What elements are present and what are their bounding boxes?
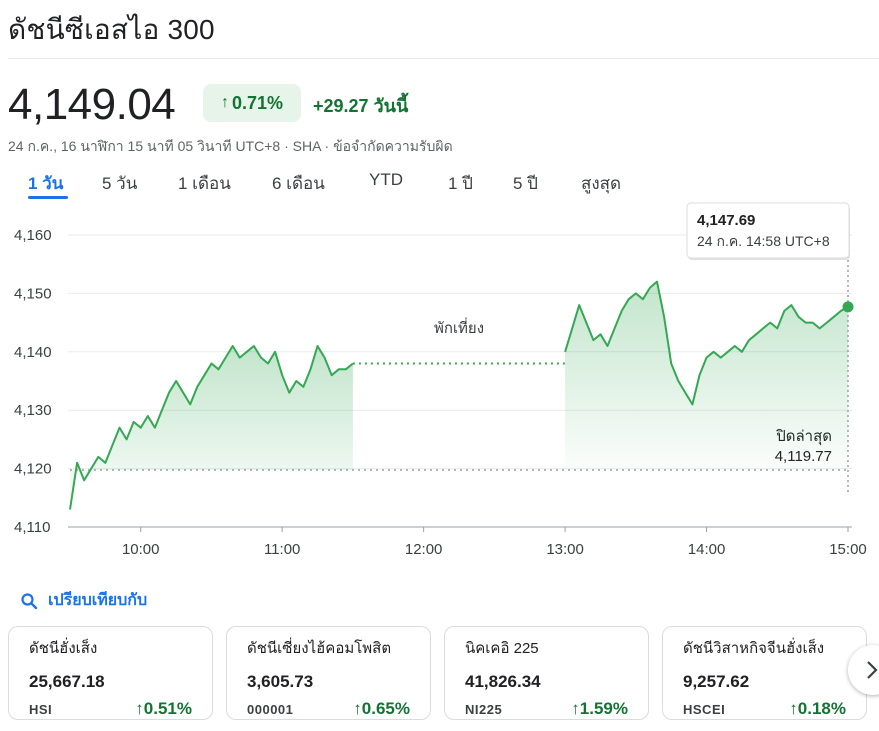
card-symbol: HSCEI bbox=[683, 701, 726, 717]
compare-card-hsi[interactable]: ดัชนีฮั่งเส็ง 25,667.18 HSI ↑0.51% bbox=[8, 626, 213, 720]
card-symbol: HSI bbox=[29, 701, 53, 717]
card-change-value: 0.18% bbox=[797, 699, 846, 718]
compare-card-nikkei[interactable]: นิคเคอิ 225 41,826.34 NI225 ↑1.59% bbox=[444, 626, 649, 720]
change-percent: 0.71% bbox=[231, 92, 284, 113]
card-change-value: 1.59% bbox=[579, 699, 628, 718]
card-name: ดัชนีฮั่งเส็ง bbox=[29, 640, 98, 657]
tab-5-days[interactable]: 5 วัน bbox=[102, 174, 138, 193]
x-tick-label: 15:00 bbox=[829, 541, 867, 558]
compare-card-hscei[interactable]: ดัชนีวิสาหกิจจีนฮั่งเส็ง 9,257.62 HSCEI … bbox=[662, 626, 867, 720]
card-name: นิคเคอิ 225 bbox=[465, 640, 539, 657]
card-name: ดัชนีเซี่ยงไฮ้คอมโพสิต bbox=[247, 640, 392, 657]
tab-max[interactable]: สูงสุด bbox=[581, 174, 622, 193]
tab-1-month[interactable]: 1 เดือน bbox=[178, 174, 231, 193]
range-tabs: 1 วัน 5 วัน 1 เดือน 6 เดือน YTD 1 ปี 5 ป… bbox=[8, 170, 708, 200]
y-tick-label: 4,110 bbox=[14, 519, 50, 536]
card-symbol: NI225 bbox=[465, 701, 503, 717]
tooltip-value: 4,147.69 bbox=[697, 212, 755, 229]
up-arrow-icon: ↑ bbox=[135, 699, 144, 718]
price-meta: 24 ก.ค., 16 นาฬิกา 15 นาที 05 วินาที UTC… bbox=[8, 138, 453, 154]
afternoon-series-line bbox=[564, 280, 849, 406]
chevron-right-icon bbox=[867, 661, 878, 679]
compare-button[interactable]: เปรียบเทียบกับ bbox=[20, 588, 147, 613]
change-amount: +29.27 วันนี้ bbox=[313, 96, 409, 116]
price-chart[interactable]: 4,160 4,150 4,140 4,130 4,120 4,110 10:00 11:00… bbox=[0, 200, 879, 570]
up-arrow-icon: ↑ bbox=[571, 699, 580, 718]
y-tick-label: 4,130 bbox=[14, 402, 52, 419]
page-title: ดัชนีซีเอสไอ 300 bbox=[8, 14, 215, 45]
card-change: ↑0.51% bbox=[135, 699, 192, 719]
up-arrow-icon: ↑ bbox=[220, 94, 229, 111]
afternoon-series-area bbox=[565, 281, 848, 470]
tab-6-months[interactable]: 6 เดือน bbox=[272, 174, 325, 193]
y-tick-label: 4,160 bbox=[14, 227, 52, 244]
tooltip-time: 24 ก.ค. 14:58 UTC+8 bbox=[697, 233, 830, 249]
card-value: 25,667.18 bbox=[29, 672, 105, 691]
card-change: ↑0.65% bbox=[353, 699, 410, 719]
tooltip-box bbox=[686, 202, 850, 259]
card-value: 41,826.34 bbox=[465, 672, 541, 691]
card-change-value: 0.51% bbox=[143, 699, 192, 718]
x-tick-label: 13:00 bbox=[546, 541, 584, 558]
change-percent-badge: ↑ 0.71% bbox=[203, 84, 301, 122]
y-tick-label: 4,140 bbox=[14, 344, 52, 361]
compare-label: เปรียบเทียบกับ bbox=[48, 592, 148, 609]
y-tick-label: 4,150 bbox=[14, 285, 52, 302]
card-change-value: 0.65% bbox=[361, 699, 410, 718]
compare-card-shanghai[interactable]: ดัชนีเซี่ยงไฮ้คอมโพสิต 3,605.73 000001 ↑… bbox=[226, 626, 431, 720]
morning-series-line bbox=[69, 345, 354, 510]
up-arrow-icon: ↑ bbox=[353, 699, 362, 718]
morning-series-area bbox=[70, 346, 353, 510]
y-tick-label: 4,120 bbox=[14, 461, 52, 478]
x-tick-label: 14:00 bbox=[688, 541, 726, 558]
header-divider bbox=[8, 58, 879, 59]
card-name: ดัชนีวิสาหกิจจีนฮั่งเส็ง bbox=[683, 640, 825, 657]
search-icon bbox=[21, 592, 38, 609]
card-symbol: 000001 bbox=[247, 701, 294, 717]
card-value: 9,257.62 bbox=[683, 672, 750, 691]
tab-ytd[interactable]: YTD bbox=[369, 170, 403, 189]
tab-1-day[interactable]: 1 วัน bbox=[28, 174, 64, 193]
card-value: 3,605.73 bbox=[247, 672, 314, 691]
x-tick-label: 10:00 bbox=[122, 541, 160, 558]
x-tick-label: 11:00 bbox=[264, 541, 300, 558]
up-arrow-icon: ↑ bbox=[789, 699, 798, 718]
tab-1-year[interactable]: 1 ปี bbox=[448, 174, 473, 193]
tab-5-years[interactable]: 5 ปี bbox=[513, 174, 538, 193]
current-price: 4,149.04 bbox=[8, 80, 176, 129]
hover-point bbox=[842, 301, 854, 313]
card-change: ↑0.18% bbox=[789, 699, 846, 719]
x-tick-label: 12:00 bbox=[405, 541, 443, 558]
active-tab-indicator bbox=[28, 196, 68, 199]
card-change: ↑1.59% bbox=[571, 699, 628, 719]
lunch-break-label: พักเที่ยง bbox=[434, 317, 484, 337]
